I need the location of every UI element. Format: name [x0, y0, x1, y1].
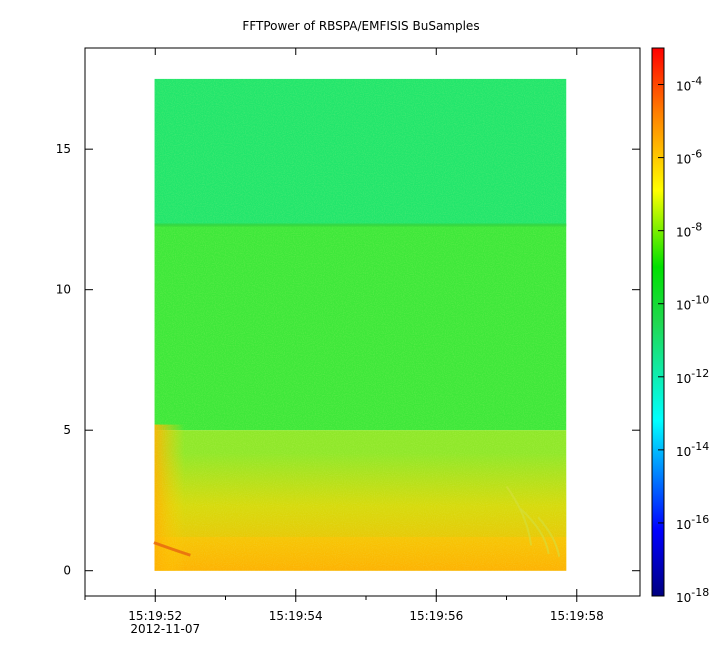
- y-tick-label: 0: [63, 564, 71, 578]
- colorbar-tick-label: 10-8: [676, 221, 702, 240]
- chart-title: FFTPower of RBSPA/EMFISIS BuSamples: [242, 19, 479, 33]
- colorbar-ticks: 10-4 10-6 10-8 10-10 10-12 10-14 10-16 10-18: [658, 75, 709, 605]
- plot-frame: [84, 47, 641, 597]
- colorbar-tick-label: 10-14: [676, 440, 709, 459]
- x-tick-label: 15:19:58: [550, 609, 604, 623]
- low-frequency-streak: [153, 541, 191, 557]
- x-tick-date-label: 2012-11-07: [130, 622, 200, 636]
- whistler-trace-1: [519, 508, 550, 555]
- y-axis: 0 5 10 15: [56, 142, 640, 578]
- y-tick-label: 10: [56, 283, 71, 297]
- y-tick-label: 15: [56, 142, 71, 156]
- spectrogram-overlays: [153, 78, 567, 571]
- whistler-trace-2: [537, 516, 561, 557]
- colorbar-gradient: [651, 47, 665, 597]
- colorbar-tick-label: 10-6: [676, 148, 702, 167]
- x-tick-label: 15:19:52: [128, 609, 182, 623]
- x-tick-label: 15:19:56: [409, 609, 463, 623]
- colorbar-tick-label: 10-4: [676, 75, 702, 94]
- plot-area: [84, 47, 641, 597]
- colorbar-tick-label: 10-18: [676, 586, 709, 605]
- x-tick-label: 15:19:54: [269, 609, 323, 623]
- spectrogram-texture: [154, 78, 567, 571]
- whistler-trace-0: [505, 485, 533, 546]
- colorbar: 10-4 10-6 10-8 10-10 10-12 10-14 10-16 10-18: [651, 47, 709, 605]
- y-tick-label: 5: [63, 423, 71, 437]
- colorbar-tick-label: 10-12: [676, 367, 709, 386]
- colorbar-tick-label: 10-10: [676, 294, 709, 313]
- colorbar-tick-label: 10-16: [676, 513, 709, 532]
